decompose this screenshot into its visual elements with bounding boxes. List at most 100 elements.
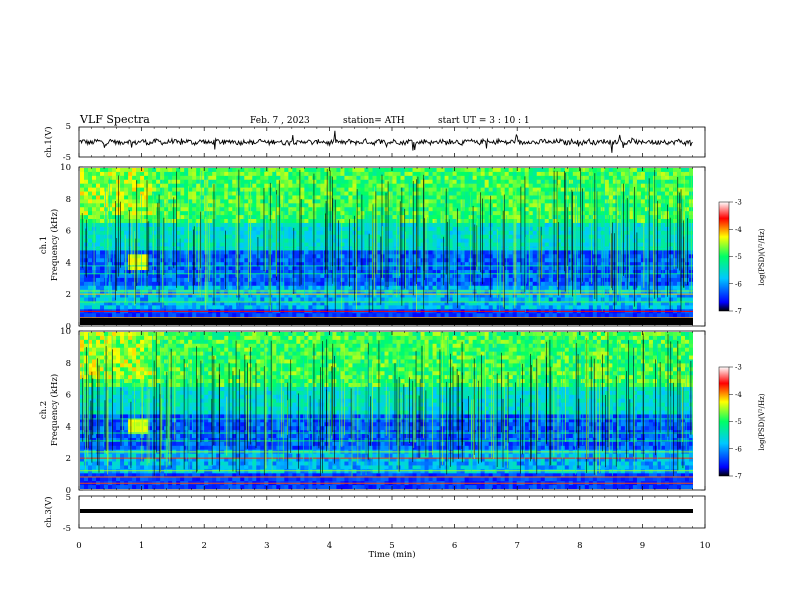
spectrogram-cell: [88, 313, 93, 318]
spectrogram-cell: [456, 203, 462, 208]
spectrogram-cell: [376, 183, 381, 189]
spectrogram-cell: [524, 219, 530, 224]
spectrogram-cell: [548, 293, 554, 298]
spectrogram-cell: [472, 211, 478, 216]
spectrogram-cell: [336, 168, 341, 173]
spectrogram-cell: [304, 250, 309, 255]
spectrogram-cell: [252, 289, 257, 294]
spectrogram-cell: [92, 207, 97, 212]
spectrogram-cell: [172, 219, 177, 224]
spectrogram-cell: [524, 254, 530, 259]
spectrogram-cell: [400, 238, 405, 243]
spectrogram-cell: [256, 219, 261, 224]
spectrogram-cell: [420, 179, 425, 185]
spectrogram-cell: [532, 250, 538, 255]
spectrogram-cell: [144, 301, 149, 306]
spectrogram-cell: [148, 266, 153, 271]
spectrogram-cell: [104, 203, 109, 208]
spectrogram-cell: [152, 207, 157, 212]
spectrogram-cell: [356, 285, 361, 291]
spectrogram-cell: [332, 305, 337, 310]
spectrogram-cell: [428, 179, 433, 185]
spectrogram-cell: [112, 230, 117, 236]
spectrogram-cell: [368, 277, 373, 283]
spectrogram-cell: [232, 297, 237, 302]
spectrogram-cell: [456, 211, 462, 216]
spectrogram-cell: [216, 207, 221, 212]
spectrogram-cell: [360, 262, 365, 267]
spectrogram-cell: [444, 266, 449, 271]
spectrogram-cell: [472, 187, 478, 192]
spectrogram-cell: [88, 187, 93, 192]
y-tick-label: 0: [66, 322, 71, 332]
spectrogram-cell: [244, 175, 249, 181]
spectrogram-cell: [172, 238, 177, 243]
spectrogram-cell: [532, 258, 538, 263]
spectrogram-cell: [180, 250, 185, 255]
spectrogram-cell: [456, 305, 462, 310]
spectrogram-cell: [456, 207, 462, 212]
spectrogram-cell: [336, 305, 341, 310]
spectrogram-cell: [540, 258, 546, 263]
spectrogram-cell: [104, 305, 109, 310]
spectrogram-cell: [516, 266, 522, 271]
spectrogram-cell: [372, 183, 377, 189]
spectrogram-cell: [136, 297, 141, 302]
spectrogram-cell: [260, 187, 265, 192]
spectrogram-cell: [464, 187, 470, 192]
spectrogram-cell: [368, 203, 373, 208]
spectrogram-cell: [300, 277, 305, 283]
spectrogram-cell: [132, 187, 137, 192]
spectrogram-cell: [228, 266, 233, 271]
spectrogram-cell: [144, 266, 149, 271]
spectrogram-cell: [516, 215, 522, 220]
spectrogram-cell: [112, 191, 117, 196]
spectrogram-cell: [496, 242, 502, 247]
spectrogram-cell: [408, 305, 413, 310]
spectrogram-cell: [124, 175, 129, 181]
spectrogram-cell: [548, 250, 554, 255]
spectrogram-cell: [124, 203, 129, 208]
spectrogram-cell: [296, 195, 301, 200]
spectrogram-cell: [328, 281, 333, 287]
spectrogram-cell: [116, 277, 121, 283]
spectrogram-cell: [276, 226, 281, 232]
spectrogram-cell: [168, 175, 173, 181]
spectrogram-cell: [164, 215, 169, 220]
spectrogram-cell: [328, 219, 333, 224]
spectrogram-cell: [348, 305, 353, 310]
spectrogram-cell: [336, 289, 341, 294]
spectrogram-cell: [484, 226, 490, 232]
spectrogram-cell: [360, 301, 365, 306]
spectrogram-cell: [244, 222, 249, 228]
spectrogram-cell: [312, 250, 317, 255]
spectrogram-cell: [504, 207, 510, 212]
spectrogram-cell: [180, 226, 185, 232]
spectrogram-cell: [244, 297, 249, 302]
spectrogram-cell: [244, 183, 249, 189]
spectrogram-cell: [356, 301, 361, 306]
spectrogram-cell: [548, 238, 554, 243]
spectrogram-cell: [436, 262, 441, 267]
spectrogram-cell: [244, 219, 249, 224]
spectrogram-cell: [156, 289, 161, 294]
spectrogram-cell: [320, 230, 325, 236]
spectrogram-cell: [348, 168, 353, 173]
spectrogram-cell: [368, 238, 373, 243]
spectrogram-cell: [232, 281, 237, 287]
spectrogram-cell: [284, 179, 289, 185]
spectrogram-cell: [84, 215, 89, 220]
ch1-ylabel: ch.1(V): [43, 126, 54, 157]
spectrogram-cell: [168, 230, 173, 236]
spectrogram-cell: [496, 238, 502, 243]
spectrogram-cell: [200, 168, 205, 173]
spectrogram-cell: [416, 266, 421, 271]
spectrogram-cell: [532, 242, 538, 247]
spectrogram-cell: [456, 179, 462, 185]
spectrogram-cell: [184, 168, 189, 173]
spectrogram-cell: [288, 262, 293, 267]
spectrogram-cell: [504, 187, 510, 192]
spectrogram-cell: [84, 207, 89, 212]
spectrogram-cell: [496, 207, 502, 212]
spectrogram-cell: [92, 168, 97, 173]
